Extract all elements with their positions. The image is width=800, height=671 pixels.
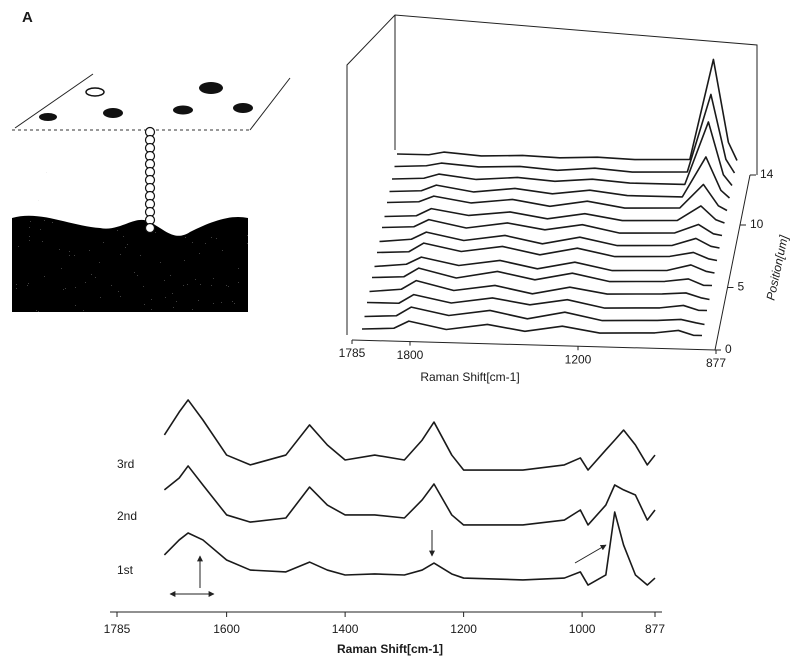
- waterfall-x-label: Raman Shift[cm-1]: [420, 370, 519, 384]
- waterfall-y-label: Position[um]: [763, 233, 791, 301]
- trace: [374, 256, 715, 274]
- cell: [233, 103, 253, 113]
- cell: [173, 105, 193, 115]
- x-tick-label: 1800: [397, 348, 424, 362]
- cell: [39, 113, 57, 121]
- x-tick-label: 1400: [332, 622, 359, 636]
- spot: [144, 222, 156, 234]
- y-tick-label: 14: [760, 167, 774, 181]
- y-tick-label: 10: [750, 217, 764, 231]
- y-tick-label: 0: [725, 342, 732, 356]
- trace: [384, 205, 725, 224]
- lower-layer: [12, 215, 248, 312]
- series-label: 3rd: [117, 457, 134, 471]
- top-edge-right: [249, 77, 291, 131]
- tissue-schematic: [12, 73, 291, 312]
- x-tick-label: 1000: [569, 622, 596, 636]
- cell: [199, 82, 223, 94]
- measurement-points: [144, 126, 156, 234]
- trace: [379, 231, 720, 249]
- spectrum: [163, 511, 656, 586]
- waterfall-frame: [346, 14, 758, 351]
- trace: [369, 279, 710, 301]
- x-tick-label: 1600: [213, 622, 240, 636]
- annotations: [169, 530, 607, 597]
- x-tick-label: 1785: [339, 346, 366, 360]
- x-axis-label: Raman Shift[cm-1]: [337, 642, 443, 656]
- x-tick-label: 1200: [450, 622, 477, 636]
- peak-arrow: [574, 544, 607, 564]
- trace: [394, 93, 736, 174]
- y-tick-label: 5: [738, 280, 745, 294]
- panel-label: A: [22, 9, 33, 26]
- top-edge-left: [14, 73, 94, 129]
- spectra-plot: 1785 1600 1400 1200 1000 877 3rd 2nd 1st: [104, 399, 665, 636]
- spectrum: [163, 399, 656, 471]
- series-label: 1st: [117, 563, 134, 577]
- x-tick-label: 877: [645, 622, 665, 636]
- x-tick-label: 1200: [565, 352, 592, 366]
- trace: [366, 293, 708, 312]
- trace: [386, 183, 728, 212]
- trace: [371, 267, 713, 287]
- spectrum: [163, 465, 656, 526]
- trace: [376, 242, 718, 262]
- trace: [391, 121, 733, 187]
- x-tick-label: 877: [706, 356, 726, 370]
- trace: [381, 218, 723, 237]
- series-label: 2nd: [117, 509, 137, 523]
- trace: [364, 306, 705, 326]
- trace: [389, 156, 731, 199]
- cell: [103, 108, 123, 118]
- trace: [361, 320, 703, 337]
- cell-open: [85, 87, 105, 97]
- x-tick-label: 1785: [104, 622, 131, 636]
- trace: [396, 58, 738, 161]
